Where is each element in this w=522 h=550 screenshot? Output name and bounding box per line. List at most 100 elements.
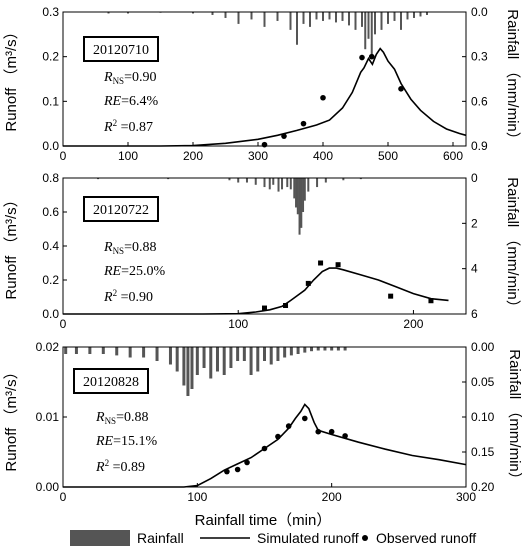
y-tick-label-right: 0.0 [471, 5, 488, 19]
event-id: 20120710 [93, 43, 149, 58]
rainfall-bar [228, 178, 231, 181]
rainfall-bar [88, 347, 92, 354]
rainfall-bar [64, 347, 68, 354]
y-tick-label-right: 0.6 [471, 94, 488, 108]
y-axis-label-right: Rainfall （mm/min） [506, 349, 522, 487]
legend-observed-marker [362, 535, 368, 541]
observed-point [318, 260, 324, 266]
rainfall-bar [364, 12, 367, 50]
y-tick-label-left: 0.0 [42, 139, 59, 153]
rainfall-bar [302, 178, 305, 212]
observed-point [244, 459, 250, 466]
rainfall-bar [249, 347, 253, 375]
y-tick-label-right: 0.3 [471, 50, 488, 64]
y-tick-label-left: 0.6 [42, 205, 59, 219]
x-tick-label: 100 [228, 317, 248, 331]
x-tick-label: 100 [118, 149, 138, 163]
y-tick-label-left: 0.01 [36, 410, 60, 424]
observed-point [262, 305, 267, 311]
observed-point [368, 53, 375, 60]
rainfall-bar [374, 12, 376, 35]
panel-20120722: Runoff （m³/s） Rainfall （mm/min） 20120722… [3, 171, 521, 331]
simulated-runoff-line [63, 403, 467, 488]
rainfall-bar [324, 178, 327, 183]
rainfall-bar [341, 12, 344, 21]
y-tick-label-right: 0.00 [471, 340, 495, 354]
rainfall-bar [296, 12, 298, 45]
rainfall-bar [276, 347, 280, 361]
x-tick-label: 200 [183, 149, 203, 163]
re-stat: RE=6.4% [103, 94, 159, 109]
x-tick-label: 300 [456, 490, 476, 504]
x-tick-label: 0 [60, 490, 67, 504]
event-id-box [83, 36, 159, 62]
rainfall-bar [370, 12, 373, 57]
legend-simulated-label: Simulated runoff [257, 530, 359, 546]
rainfall-bar [293, 178, 296, 199]
rainfall-bar [281, 178, 284, 190]
legend-rainfall-label: Rainfall [137, 530, 184, 546]
x-axis-label: Rainfall time（min） [195, 512, 332, 529]
y-axis-label-left: Runoff （m³/s） [3, 24, 20, 131]
rainfall-bar [186, 347, 190, 396]
y-axis-label-left: Runoff （m³/s） [3, 364, 20, 471]
x-tick-label: 200 [403, 317, 423, 331]
y-tick-label-right: 2 [471, 216, 478, 230]
y-tick-label-left: 0.2 [42, 50, 59, 64]
rainfall-bar [263, 347, 266, 361]
x-tick-label: 200 [322, 490, 342, 504]
rainfall-bar [342, 178, 345, 181]
rainfall-bar [242, 347, 246, 361]
y-axis-label-left: Runoff （m³/s） [3, 192, 20, 299]
rainfall-bar [336, 347, 340, 351]
rainfall-bar [316, 347, 320, 351]
x-tick-label: 100 [187, 490, 207, 504]
rainfall-bar [300, 178, 303, 228]
rainfall-bar [315, 12, 318, 20]
rainfall-bar [393, 12, 396, 21]
rainfall-bar [289, 12, 292, 30]
nse-stat: RNS=0.88 [103, 240, 156, 256]
panel-20120710: Runoff （m³/s） Rainfall （mm/min） 20120710… [3, 5, 521, 163]
rainfall-bar [426, 12, 428, 15]
rainfall-bar [224, 12, 227, 18]
rainfall-bar [115, 347, 119, 356]
rainfall-bar [211, 12, 214, 15]
x-tick-label: 600 [443, 149, 463, 163]
y-tick-label-right: 0.15 [471, 445, 495, 459]
observed-point [234, 466, 241, 473]
observed-point [388, 293, 394, 299]
rainfall-bar [380, 12, 383, 30]
y-tick-label-right: 0.10 [471, 410, 495, 424]
r2-value: 0.89 [120, 460, 145, 475]
r2-value: 0.87 [128, 120, 153, 135]
observed-point [261, 445, 268, 452]
rainfall-bar [302, 12, 305, 24]
observed-point [302, 415, 308, 422]
legend-observed-label: Observed runoff [376, 530, 476, 546]
nse-value: 0.90 [132, 70, 157, 85]
y-axis-label-right: Rainfall （mm/min） [504, 177, 521, 315]
y-tick-label-left: 0.4 [42, 239, 59, 253]
rainfall-bar [127, 12, 129, 14]
r2-stat: R2 =0.89 [95, 458, 145, 475]
x-tick-label: 400 [313, 149, 333, 163]
rainfall-bar [229, 347, 233, 368]
rainfall-bar [277, 178, 280, 192]
rainfall-bar [387, 12, 389, 24]
y-tick-label-right: 4 [471, 262, 478, 276]
event-id-box [83, 196, 159, 222]
nse-value: 0.88 [124, 410, 149, 425]
rainfall-bar [236, 347, 240, 361]
y-tick-label-left: 0.3 [42, 5, 59, 19]
rainfall-bar [307, 178, 310, 192]
rainfall-bar [361, 12, 363, 27]
rainfall-bar [190, 347, 194, 389]
rainfall-bar [269, 347, 273, 365]
rainfall-bar [155, 347, 159, 361]
rainfall-bar [74, 347, 78, 354]
rainfall-bar [413, 12, 415, 18]
y-tick-label-right: 6 [471, 307, 478, 321]
nse-value: 0.88 [132, 240, 157, 255]
rainfall-bar [263, 178, 266, 188]
